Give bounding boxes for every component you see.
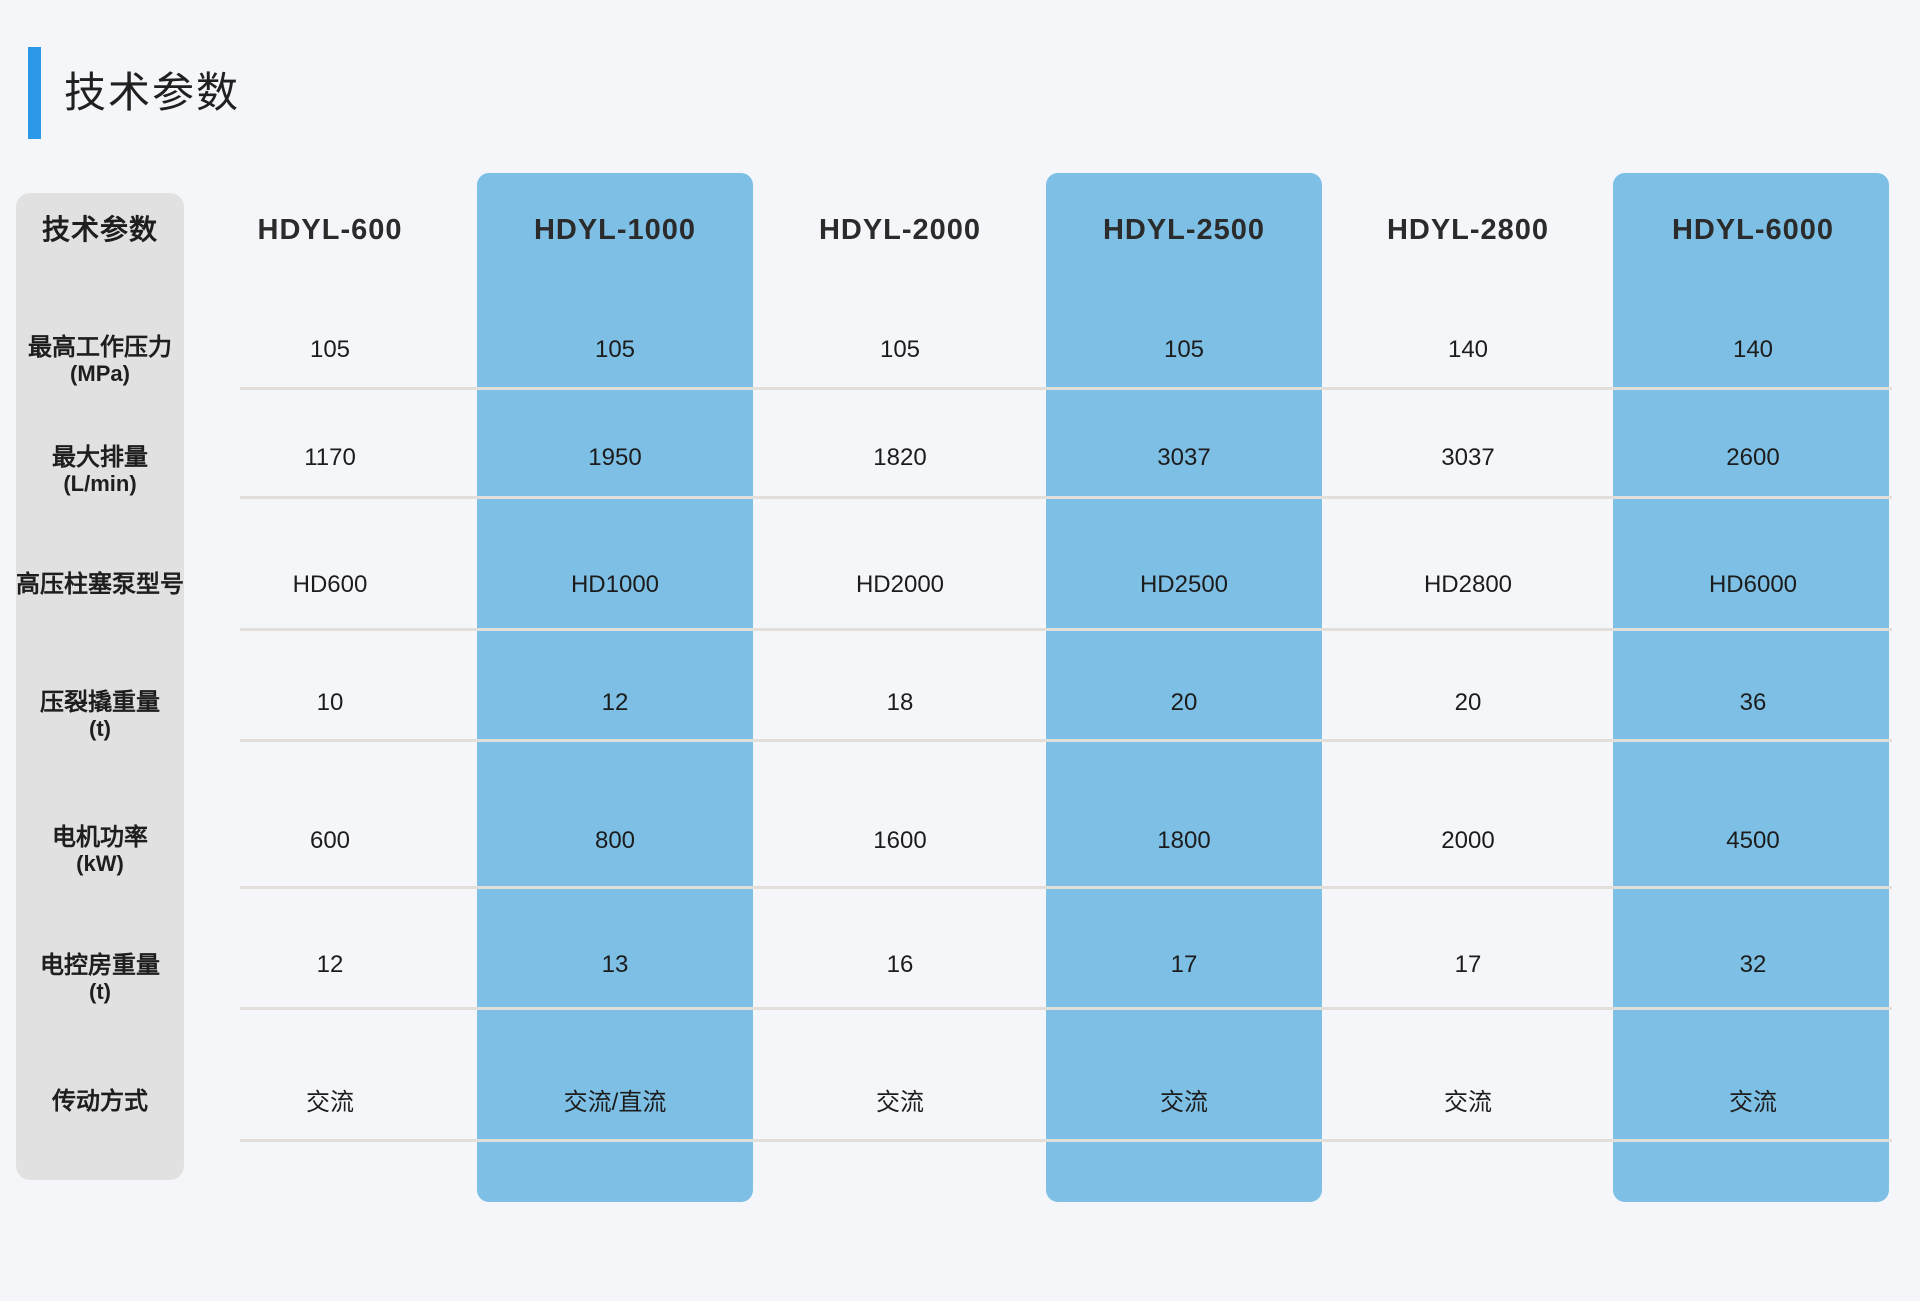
cell-pump-model-hdyl2800: HD2800 [1423,571,1513,598]
column-header-hdyl-1000: HDYL-1000 [533,214,697,246]
title-accent-bar [28,47,41,139]
cell-pump-model-hdyl600: HD600 [292,571,368,598]
cell-skid-weight-hdyl1000: 12 [601,689,629,716]
row-label-frac-skid-weight: 压裂撬重量 (t) [16,690,184,742]
row-label-text: 最高工作压力 [28,334,172,361]
cell-motor-power-hdyl1000: 800 [594,827,636,854]
row-label-unit: (t) [89,979,111,1004]
cell-displacement-hdyl1000: 1950 [588,444,642,471]
cell-displacement-hdyl2000: 1820 [873,444,927,471]
column-header-hdyl-2500: HDYL-2500 [1102,214,1266,246]
cell-pressure-hdyl2000: 105 [879,336,921,363]
cell-drive-type-hdyl2500: 交流 [1160,1089,1208,1116]
row-divider [240,1007,1892,1010]
cell-motor-power-hdyl2000: 1600 [873,827,927,854]
cell-drive-type-hdyl2800: 交流 [1444,1089,1492,1116]
cell-skid-weight-hdyl6000: 36 [1739,689,1767,716]
cell-pressure-hdyl600: 105 [309,336,351,363]
row-label-max-displacement: 最大排量 (L/min) [16,445,184,497]
row-label-text: 传动方式 [52,1088,148,1115]
cell-drive-type-hdyl6000: 交流 [1729,1089,1777,1116]
row-label-unit: (t) [89,716,111,741]
row-label-text: 高压柱塞泵型号 [16,571,184,598]
cell-pump-model-hdyl1000: HD1000 [570,571,660,598]
highlight-column-hdyl-1000 [477,173,753,1202]
cell-pressure-hdyl2800: 140 [1447,336,1489,363]
cell-pump-model-hdyl2000: HD2000 [855,571,945,598]
cell-pressure-hdyl1000: 105 [594,336,636,363]
row-label-motor-power: 电机功率 (kW) [16,825,184,877]
cell-control-house-hdyl600: 12 [316,951,344,978]
cell-displacement-hdyl6000: 2600 [1726,444,1780,471]
table-corner-label: 技术参数 [41,214,158,245]
cell-skid-weight-hdyl2500: 20 [1170,689,1198,716]
row-divider [240,496,1892,499]
row-label-pump-model: 高压柱塞泵型号 [16,572,184,598]
highlight-column-hdyl-2500 [1046,173,1322,1202]
column-header-hdyl-2800: HDYL-2800 [1386,214,1550,246]
cell-motor-power-hdyl6000: 4500 [1726,827,1780,854]
row-divider [240,628,1892,631]
column-header-hdyl-2000: HDYL-2000 [818,214,982,246]
cell-control-house-hdyl1000: 13 [601,951,629,978]
row-label-text: 压裂撬重量 [40,689,160,716]
cell-skid-weight-hdyl2800: 20 [1454,689,1482,716]
cell-motor-power-hdyl600: 600 [309,827,351,854]
cell-control-house-hdyl6000: 32 [1739,951,1767,978]
row-divider [240,387,1892,390]
cell-pump-model-hdyl2500: HD2500 [1139,571,1229,598]
row-label-control-house-weight: 电控房重量 (t) [16,953,184,1005]
page-title: 技术参数 [64,69,241,116]
cell-drive-type-hdyl600: 交流 [306,1089,354,1116]
cell-control-house-hdyl2500: 17 [1170,951,1198,978]
highlight-column-hdyl-6000 [1613,173,1889,1202]
cell-pump-model-hdyl6000: HD6000 [1708,571,1798,598]
cell-motor-power-hdyl2500: 1800 [1157,827,1211,854]
row-divider [240,886,1892,889]
cell-displacement-hdyl2500: 3037 [1157,444,1211,471]
cell-control-house-hdyl2800: 17 [1454,951,1482,978]
cell-drive-type-hdyl2000: 交流 [876,1089,924,1116]
row-divider [240,1139,1892,1142]
cell-motor-power-hdyl2800: 2000 [1441,827,1495,854]
cell-displacement-hdyl2800: 3037 [1441,444,1495,471]
cell-skid-weight-hdyl2000: 18 [886,689,914,716]
row-label-text: 电机功率 [52,824,148,851]
row-divider [240,739,1892,742]
row-label-unit: (kW) [76,851,124,876]
column-header-hdyl-6000: HDYL-6000 [1671,214,1835,246]
row-label-unit: (MPa) [70,361,130,386]
cell-pressure-hdyl6000: 140 [1732,336,1774,363]
row-label-text: 电控房重量 [40,952,160,979]
cell-pressure-hdyl2500: 105 [1163,336,1205,363]
cell-control-house-hdyl2000: 16 [886,951,914,978]
row-label-max-working-pressure: 最高工作压力 (MPa) [16,335,184,387]
cell-skid-weight-hdyl600: 10 [316,689,344,716]
row-label-unit: (L/min) [63,471,137,496]
row-label-text: 最大排量 [52,444,148,471]
cell-displacement-hdyl600: 1170 [304,444,356,471]
cell-drive-type-hdyl1000: 交流/直流 [563,1089,667,1116]
row-label-drive-type: 传动方式 [16,1089,184,1115]
column-header-hdyl-600: HDYL-600 [257,214,403,246]
row-label-panel [16,193,184,1180]
